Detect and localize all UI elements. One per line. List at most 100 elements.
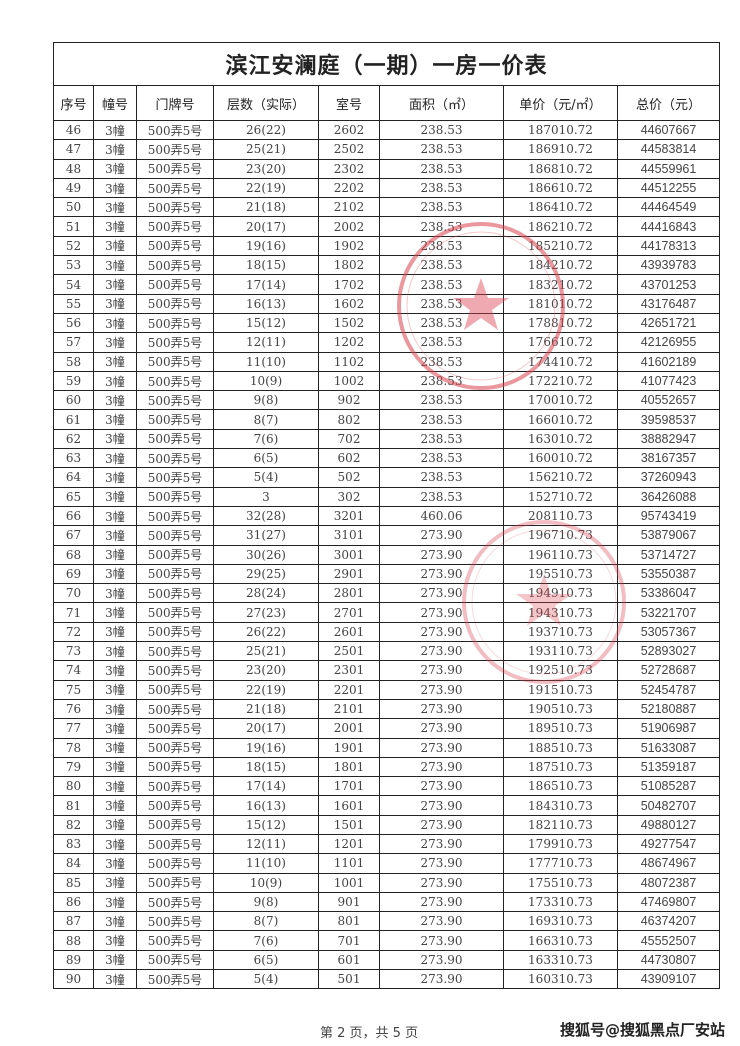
cell-room: 501 — [318, 969, 380, 990]
cell-index: 53 — [53, 255, 94, 276]
cell-total-price: 95743419 — [616, 505, 721, 527]
cell-floor: 19(16) — [213, 235, 319, 257]
table-row: 46 3幢 500弄5号 26(22) 2602 238.53 187010.72 44607… — [53, 119, 721, 141]
cell-index: 79 — [53, 756, 94, 778]
cell-index: 68 — [53, 544, 94, 565]
cell-room: 2701 — [318, 602, 380, 623]
cell-floor: 21(18) — [213, 698, 319, 720]
cell-total-price: 53221707 — [616, 602, 721, 623]
table-row: 65 3幢 500弄5号 3 302 238.53 152710.72 36426088 — [53, 486, 721, 507]
cell-building: 3幢 — [93, 949, 137, 971]
cell-unit-price: 194310.73 — [503, 602, 618, 623]
cell-area: 273.90 — [379, 891, 504, 913]
cell-floor: 15(12) — [213, 312, 319, 334]
cell-unit-price: 156210.72 — [503, 467, 618, 488]
table-row: 56 3幢 500弄5号 15(12) 1502 238.53 178810.72 42651… — [53, 312, 721, 334]
table-row: 60 3幢 500弄5号 9(8) 902 238.53 170010.72 40552657 — [53, 390, 721, 411]
cell-index: 51 — [53, 216, 94, 237]
cell-building: 3幢 — [93, 274, 137, 295]
cell-unit-price: 196110.73 — [503, 544, 618, 565]
table-row: 76 3幢 500弄5号 21(18) 2101 273.90 190510.73 52180… — [53, 698, 721, 720]
cell-unit-price: 187510.73 — [503, 756, 618, 778]
cell-index: 85 — [53, 872, 94, 893]
cell-room: 2101 — [318, 698, 380, 720]
cell-room: 901 — [318, 891, 380, 913]
cell-area: 238.53 — [379, 139, 504, 160]
cell-building: 3幢 — [93, 698, 137, 720]
cell-room: 2302 — [318, 158, 380, 179]
cell-index: 48 — [53, 158, 94, 179]
cell-address: 500弄5号 — [136, 602, 214, 623]
cell-total-price: 52454787 — [616, 679, 721, 700]
cell-address: 500弄5号 — [136, 698, 214, 720]
cell-floor: 5(4) — [213, 969, 319, 990]
cell-address: 500弄5号 — [136, 911, 214, 932]
cell-index: 82 — [53, 814, 94, 835]
cell-unit-price: 185210.72 — [503, 235, 618, 257]
cell-building: 3幢 — [93, 795, 137, 816]
table-row: 83 3幢 500弄5号 12(11) 1201 273.90 179910.73 49277… — [53, 833, 721, 855]
cell-total-price: 52893027 — [616, 641, 721, 662]
cell-floor: 12(11) — [213, 833, 319, 855]
cell-total-price: 53386047 — [616, 583, 721, 604]
cell-index: 47 — [53, 139, 94, 160]
cell-building: 3幢 — [93, 177, 137, 199]
cell-address: 500弄5号 — [136, 255, 214, 276]
cell-address: 500弄5号 — [136, 679, 214, 700]
cell-total-price: 47469807 — [616, 891, 721, 913]
cell-area: 238.53 — [379, 428, 504, 450]
cell-building: 3幢 — [93, 660, 137, 681]
table-row: 89 3幢 500弄5号 6(5) 601 273.90 163310.73 44730807 — [53, 949, 721, 971]
table-row: 70 3幢 500弄5号 28(24) 2801 273.90 194910.73 53386… — [53, 583, 721, 604]
cell-index: 67 — [53, 525, 94, 546]
cell-index: 63 — [53, 448, 94, 469]
table-row: 57 3幢 500弄5号 12(11) 1202 238.53 176610.72 42126… — [53, 332, 721, 353]
cell-address: 500弄5号 — [136, 293, 214, 314]
cell-index: 49 — [53, 177, 94, 199]
cell-area: 238.53 — [379, 448, 504, 469]
cell-building: 3幢 — [93, 641, 137, 662]
cell-room: 2602 — [318, 119, 380, 141]
table-row: 82 3幢 500弄5号 15(12) 1501 273.90 182110.73 49880… — [53, 814, 721, 835]
cell-floor: 31(27) — [213, 525, 319, 546]
cell-address: 500弄5号 — [136, 139, 214, 160]
cell-area: 273.90 — [379, 911, 504, 932]
cell-address: 500弄5号 — [136, 563, 214, 585]
cell-address: 500弄5号 — [136, 177, 214, 199]
cell-address: 500弄5号 — [136, 891, 214, 913]
cell-address: 500弄5号 — [136, 216, 214, 237]
table-row: 51 3幢 500弄5号 20(17) 2002 238.53 186210.72 44416… — [53, 216, 721, 237]
cell-total-price: 43701253 — [616, 274, 721, 295]
table-row: 68 3幢 500弄5号 30(26) 3001 273.90 196110.73 53714… — [53, 544, 721, 565]
cell-unit-price: 208110.73 — [503, 505, 618, 527]
table-row: 74 3幢 500弄5号 23(20) 2301 273.90 192510.73 52728… — [53, 660, 721, 681]
cell-index: 61 — [53, 409, 94, 430]
cell-total-price: 51359187 — [616, 756, 721, 778]
cell-area: 273.90 — [379, 544, 504, 565]
cell-area: 273.90 — [379, 737, 504, 758]
cell-floor: 18(15) — [213, 255, 319, 276]
cell-total-price: 41077423 — [616, 370, 721, 392]
cell-building: 3幢 — [93, 776, 137, 797]
cell-address: 500弄5号 — [136, 660, 214, 681]
cell-total-price: 39598537 — [616, 409, 721, 430]
cell-index: 86 — [53, 891, 94, 913]
cell-floor: 26(22) — [213, 119, 319, 141]
cell-floor: 23(20) — [213, 660, 319, 681]
table-row: 75 3幢 500弄5号 22(19) 2201 273.90 191510.73 52454… — [53, 679, 721, 700]
table-row: 71 3幢 500弄5号 27(23) 2701 273.90 194310.73 53221… — [53, 602, 721, 623]
col-header-total-price: 总价（元） — [616, 85, 721, 121]
cell-address: 500弄5号 — [136, 409, 214, 430]
cell-index: 83 — [53, 833, 94, 855]
cell-room: 3101 — [318, 525, 380, 546]
table-row: 78 3幢 500弄5号 19(16) 1901 273.90 188510.73 51633… — [53, 737, 721, 758]
cell-total-price: 44512255 — [616, 177, 721, 199]
cell-index: 55 — [53, 293, 94, 314]
cell-total-price: 43909107 — [616, 969, 721, 990]
cell-total-price: 41602189 — [616, 351, 721, 372]
cell-total-price: 36426088 — [616, 486, 721, 507]
cell-floor: 21(18) — [213, 197, 319, 218]
cell-address: 500弄5号 — [136, 274, 214, 295]
cell-building: 3幢 — [93, 583, 137, 604]
cell-floor: 27(23) — [213, 602, 319, 623]
